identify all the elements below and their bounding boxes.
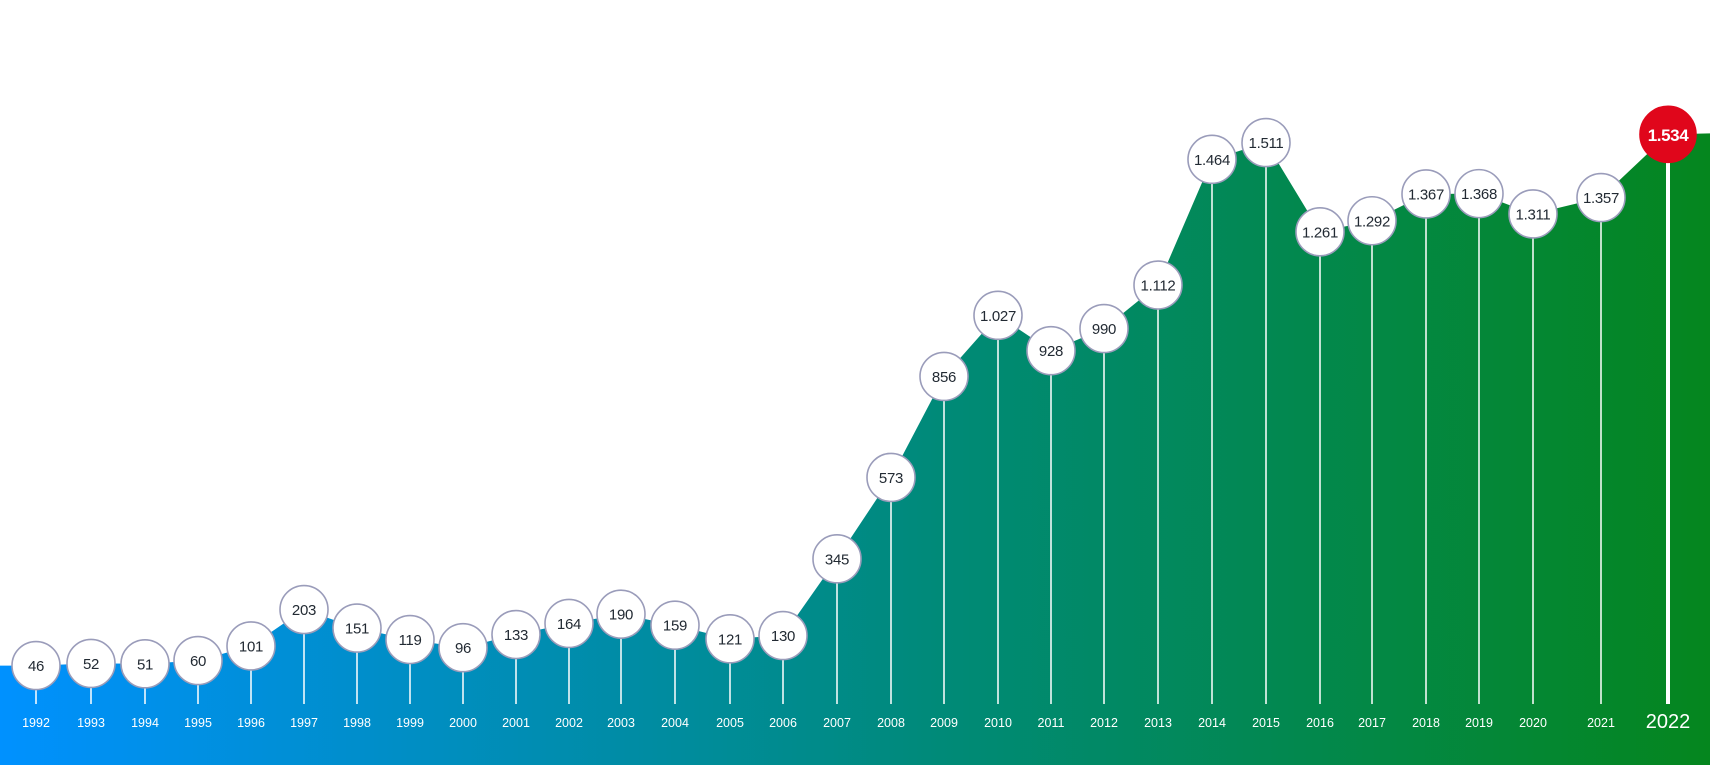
data-label: 1.534 — [1648, 126, 1689, 145]
data-label: 1.112 — [1141, 278, 1176, 295]
data-label: 203 — [292, 602, 316, 619]
data-point-marker — [1133, 260, 1183, 310]
data-point-marker — [279, 584, 329, 635]
x-tick-label: 2004 — [661, 716, 689, 730]
data-point-marker — [866, 452, 916, 503]
data-label: 96 — [455, 640, 471, 657]
data-label: 164 — [557, 616, 581, 633]
data-label: 1.027 — [980, 308, 1016, 325]
x-tick-label: 2005 — [716, 716, 744, 730]
data-label: 46 — [28, 658, 44, 675]
x-tick-label: 2009 — [930, 716, 958, 730]
data-point-marker — [1576, 172, 1626, 223]
data-label: 1.311 — [1516, 206, 1551, 223]
x-tick-label: 1999 — [396, 716, 424, 730]
data-label: 1.367 — [1408, 186, 1444, 203]
x-tick-label: 1997 — [290, 716, 318, 730]
data-label: 159 — [663, 618, 687, 635]
highlight-point-marker — [1639, 105, 1697, 164]
x-tick-label: 1996 — [237, 716, 265, 730]
x-tick-label: 1994 — [131, 716, 159, 730]
x-tick-label: 2008 — [877, 716, 905, 730]
data-label: 1.261 — [1302, 224, 1338, 241]
data-label: 990 — [1092, 321, 1116, 338]
data-point-marker — [226, 621, 276, 671]
data-point-marker — [705, 614, 755, 664]
x-tick-label: 2012 — [1090, 716, 1118, 730]
x-tick-label: 2014 — [1198, 716, 1226, 730]
x-tick-label: 2022 — [1646, 711, 1691, 733]
x-tick-label: 1992 — [22, 716, 50, 730]
x-tick-label: 2021 — [1587, 716, 1615, 730]
data-label: 133 — [504, 627, 528, 644]
data-point-marker — [650, 600, 700, 651]
data-point-marker — [1347, 195, 1397, 246]
x-tick-label: 2016 — [1306, 716, 1334, 730]
x-tick-label: 2011 — [1038, 716, 1065, 730]
data-point-marker — [173, 635, 223, 686]
data-point-marker — [385, 614, 435, 665]
data-point-marker — [919, 351, 969, 402]
x-tick-label: 1995 — [184, 716, 212, 730]
data-point-marker — [1508, 189, 1558, 239]
x-tick-label: 2018 — [1412, 716, 1440, 730]
data-label: 928 — [1039, 343, 1063, 360]
x-tick-label: 2006 — [769, 716, 797, 730]
data-point-marker — [758, 610, 808, 661]
data-label: 1.292 — [1354, 213, 1390, 230]
data-label: 190 — [609, 607, 633, 624]
data-label: 1.511 — [1249, 135, 1284, 152]
data-point-marker — [1026, 325, 1076, 376]
data-label: 130 — [771, 628, 795, 645]
data-point-marker — [66, 638, 116, 689]
data-point-marker — [973, 290, 1023, 341]
data-point-marker — [332, 603, 382, 653]
data-label: 151 — [345, 621, 369, 638]
data-label: 573 — [879, 470, 903, 487]
data-label: 52 — [83, 656, 99, 673]
x-tick-label: 2000 — [449, 716, 477, 730]
data-label: 51 — [137, 656, 153, 673]
x-tick-label: 2007 — [823, 716, 851, 730]
x-tick-label: 2013 — [1144, 716, 1172, 730]
data-point-marker — [491, 609, 541, 660]
x-tick-label: 2002 — [555, 716, 583, 730]
data-label: 101 — [239, 638, 263, 655]
data-label: 1.357 — [1583, 190, 1619, 207]
data-point-marker — [544, 598, 594, 649]
data-point-marker — [596, 589, 646, 639]
data-point-marker — [1079, 303, 1129, 354]
data-label: 121 — [718, 631, 742, 648]
x-tick-label: 2010 — [984, 716, 1012, 730]
data-label: 60 — [190, 653, 206, 670]
data-point-marker — [11, 640, 61, 691]
x-tick-label: 1993 — [77, 716, 105, 730]
x-tick-label: 2020 — [1519, 716, 1547, 730]
area-series — [0, 133, 1710, 765]
data-point-marker — [1401, 169, 1451, 219]
data-label: 1.464 — [1194, 152, 1230, 169]
data-point-marker — [1295, 207, 1345, 257]
data-point-marker — [812, 534, 862, 584]
x-tick-label: 2003 — [607, 716, 635, 730]
data-point-marker — [120, 638, 170, 689]
data-point-marker — [438, 622, 488, 673]
data-label: 1.368 — [1461, 186, 1497, 203]
x-tick-label: 2001 — [502, 716, 530, 730]
x-tick-label: 1998 — [343, 716, 371, 730]
x-tick-label: 2017 — [1358, 716, 1386, 730]
data-label: 856 — [932, 369, 956, 386]
data-point-marker — [1241, 117, 1291, 168]
data-point-marker — [1454, 168, 1504, 219]
x-tick-label: 2019 — [1465, 716, 1493, 730]
x-tick-label: 2015 — [1252, 716, 1280, 730]
data-point-marker — [1187, 134, 1237, 185]
data-label: 119 — [398, 632, 421, 649]
data-label: 345 — [825, 551, 849, 568]
